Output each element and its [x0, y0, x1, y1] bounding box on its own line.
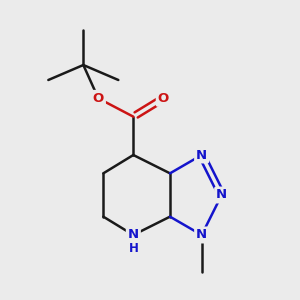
Text: H: H: [128, 242, 138, 256]
Text: N: N: [196, 148, 207, 161]
Text: N: N: [196, 229, 207, 242]
Text: O: O: [158, 92, 169, 105]
Text: O: O: [93, 92, 104, 105]
Text: N: N: [128, 229, 139, 242]
Text: N: N: [216, 188, 227, 202]
